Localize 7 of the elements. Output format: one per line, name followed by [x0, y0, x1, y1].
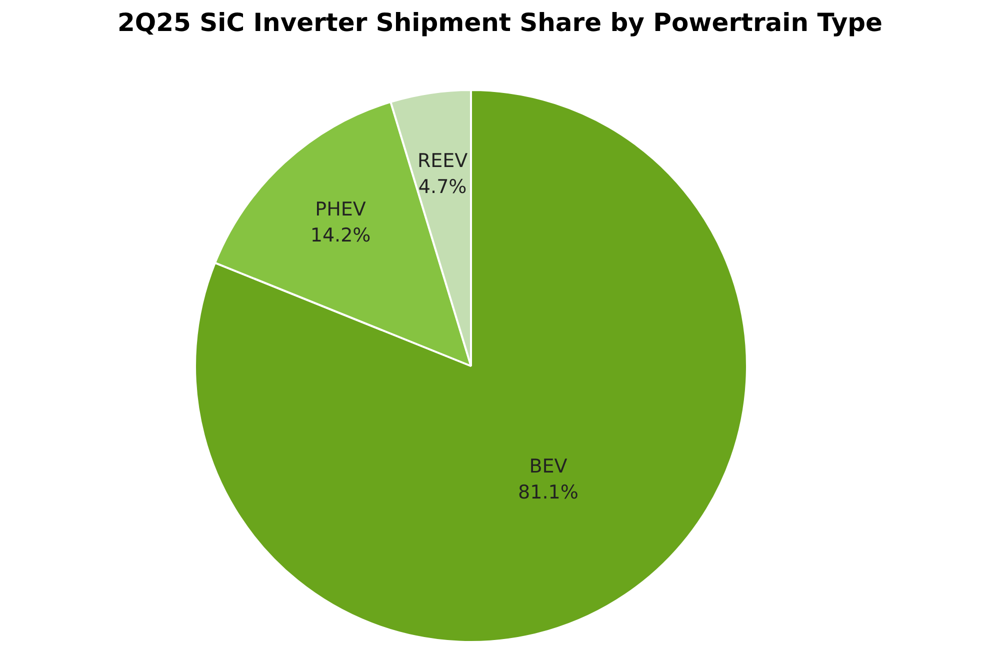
- data-label: 81.1%: [518, 481, 578, 504]
- data-label: 4.7%: [418, 176, 467, 198]
- slice-label: PHEV: [315, 198, 366, 220]
- chart-title: 2Q25 SiC Inverter Shipment Share by Powertrain Type: [116, 8, 884, 37]
- data-label: 14.2%: [310, 224, 371, 246]
- slice-label: BEV: [529, 455, 568, 478]
- slice-label: REEV: [417, 150, 468, 172]
